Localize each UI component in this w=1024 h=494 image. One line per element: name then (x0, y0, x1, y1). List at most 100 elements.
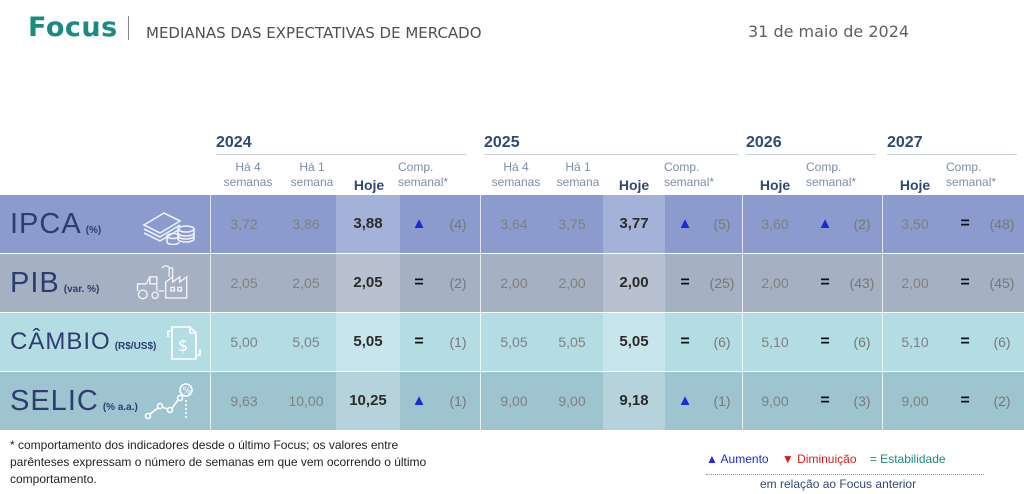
col-ha4-2024: Há 4 semanas (223, 160, 273, 189)
selic-2025-trend: ▲ (677, 392, 693, 409)
header: Focus MEDIANAS DAS EXPECTATIVAS DE MERCA… (0, 0, 1024, 60)
cambio-2025-ha1: 5,05 (558, 334, 586, 350)
column-divider (480, 372, 481, 430)
pib-2024-ha4: 2,05 (230, 275, 258, 291)
row-pib: PIB (var. %) 2,05 2,05 2,05 = (2) 2,00 2,… (0, 254, 1024, 312)
year-2024-line (216, 154, 466, 155)
cambio-2025-trend: = (680, 333, 690, 350)
svg-text:%: % (183, 387, 192, 397)
currency-exchange-icon: $ (167, 326, 201, 360)
row-label: SELIC (% a.a.) (10, 385, 138, 417)
column-divider (742, 313, 743, 371)
column-divider (742, 372, 743, 430)
hoje-highlight (603, 195, 665, 253)
ipca-2027-hoje: 3,50 (901, 216, 929, 232)
hoje-highlight (336, 195, 400, 253)
pib-2026-count: (43) (849, 275, 875, 291)
ipca-2026-hoje: 3,60 (761, 216, 789, 232)
ipca-2025-hoje: 3,77 (619, 215, 649, 232)
row-label: PIB (var. %) (10, 267, 100, 299)
legend-subtitle: em relação ao Focus anterior (760, 477, 917, 491)
ipca-2026-trend: ▲ (817, 215, 833, 232)
row-label: IPCA (%) (10, 208, 102, 240)
selic-2025-hoje: 9,18 (619, 392, 649, 409)
ipca-2024-trend: ▲ (411, 215, 427, 232)
col-ha1-2025: Há 1 semana (556, 160, 600, 189)
report-date: 31 de maio de 2024 (748, 22, 910, 41)
column-divider (210, 372, 211, 430)
pib-2024-count: (2) (449, 275, 467, 291)
cambio-2024-ha1: 5,05 (292, 334, 320, 350)
ipca-2027-count: (48) (989, 216, 1015, 232)
selic-2026-hoje: 9,00 (761, 393, 789, 409)
cambio-2025-count: (6) (713, 334, 731, 350)
row-cambio: CÂMBIO (R$/US$) $ 5,00 5,05 5,05 = (1) 5,… (0, 313, 1024, 371)
col-comp-2026: Comp. semanal* (806, 160, 857, 189)
cambio-2026-hoje: 5,10 (761, 334, 789, 350)
header-separator (128, 16, 129, 40)
factory-tractor-icon (136, 265, 188, 300)
pib-2026-trend: = (820, 274, 830, 291)
pib-2027-count: (45) (989, 275, 1015, 291)
ipca-2025-ha4: 3,64 (500, 216, 528, 232)
money-stack-coins-icon (142, 212, 195, 245)
svg-text:$: $ (178, 336, 188, 355)
cambio-2024-count: (1) (449, 334, 467, 350)
ipca-2025-trend: ▲ (677, 215, 693, 232)
pib-2027-hoje: 2,00 (901, 275, 929, 291)
year-2024: 2024 (216, 134, 252, 151)
year-2026: 2026 (746, 134, 782, 151)
legend-up: ▲ Aumento (706, 452, 769, 466)
pib-2024-trend: = (414, 274, 424, 291)
column-divider (210, 195, 211, 253)
legend-divider (706, 474, 984, 475)
cambio-2027-count: (6) (993, 334, 1011, 350)
cambio-2026-count: (6) (853, 334, 871, 350)
ipca-2025-count: (5) (713, 216, 731, 232)
col-ha4-2025: Há 4 semanas (491, 160, 541, 189)
year-2026-line (746, 154, 876, 155)
selic-2024-ha4: 9,63 (230, 393, 258, 409)
column-divider (742, 195, 743, 253)
cambio-2026-trend: = (820, 333, 830, 350)
legend: ▲ Aumento ▼ Diminuição = Estabilidade (706, 452, 956, 466)
brand-title: Focus (28, 12, 118, 43)
cambio-2024-ha4: 5,00 (230, 334, 258, 350)
col-comp-2027: Comp. semanal* (946, 160, 997, 189)
selic-2025-ha1: 9,00 (558, 393, 586, 409)
col-hoje-2025: Hoje (618, 177, 650, 193)
col-comp-2025: Comp. semanal* (664, 160, 715, 189)
cambio-2025-ha4: 5,05 (500, 334, 528, 350)
col-ha1-2024: Há 1 semana (290, 160, 334, 189)
hoje-highlight (336, 254, 400, 312)
pib-2025-count: (25) (709, 275, 735, 291)
col-comp-2024: Comp. semanal* (398, 160, 449, 189)
selic-2027-hoje: 9,00 (901, 393, 929, 409)
column-divider (882, 254, 883, 312)
col-hoje-2024: Hoje (353, 177, 385, 193)
ipca-2024-ha1: 3,86 (292, 216, 320, 232)
selic-2025-count: (1) (713, 393, 731, 409)
column-divider (210, 313, 211, 371)
header-subtitle: MEDIANAS DAS EXPECTATIVAS DE MERCADO (146, 24, 482, 42)
year-2027-line (887, 154, 1017, 155)
selic-2024-ha1: 10,00 (288, 393, 324, 409)
hoje-highlight (603, 372, 665, 430)
pib-2027-trend: = (960, 274, 970, 291)
col-hoje-2026: Hoje (759, 177, 791, 193)
selic-2026-trend: = (820, 392, 830, 409)
cambio-2025-hoje: 5,05 (619, 333, 649, 350)
ipca-2026-count: (2) (853, 216, 871, 232)
pib-2025-ha4: 2,00 (500, 275, 528, 291)
column-divider (882, 372, 883, 430)
pib-2024-ha1: 2,05 (292, 275, 320, 291)
cambio-2027-hoje: 5,10 (901, 334, 929, 350)
ipca-2027-trend: = (960, 215, 970, 232)
rising-rate-chart-icon: % (144, 383, 193, 420)
cambio-2024-trend: = (414, 333, 424, 350)
footnote: * comportamento dos indicadores desde o … (10, 438, 427, 486)
selic-2024-trend: ▲ (411, 392, 427, 409)
ipca-2024-ha4: 3,72 (230, 216, 258, 232)
row-ipca: IPCA (%) 3,72 3,86 3,88 ▲ (4) 3,64 3,75 3… (0, 195, 1024, 253)
ipca-2025-ha1: 3,75 (558, 216, 586, 232)
